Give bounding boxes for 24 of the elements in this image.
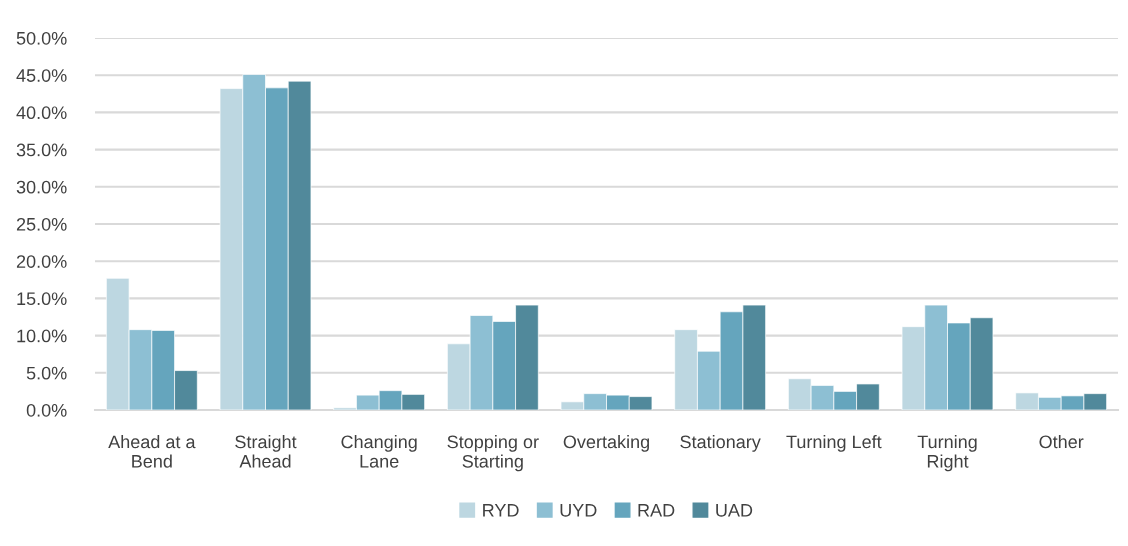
x-tick-label: Straight Ahead xyxy=(235,435,297,468)
legend-label: RYD xyxy=(483,504,519,517)
x-tick-label: Changing Lane xyxy=(341,435,417,468)
y-tick-label: 45.0% xyxy=(16,69,67,82)
legend-label: UAD xyxy=(716,504,753,517)
x-tick-label: Turning Left xyxy=(786,435,882,452)
legend-label: RAD xyxy=(638,504,675,517)
y-tick-label: 35.0% xyxy=(16,143,67,157)
y-tick-label: 30.0% xyxy=(16,180,67,194)
x-tick-label: Ahead at a Bend xyxy=(108,435,196,468)
x-tick-label: Stopping or Starting xyxy=(447,435,539,472)
x-tick-label: Stationary xyxy=(680,435,761,452)
y-tick-label: 50.0% xyxy=(16,31,67,45)
legend-label: UYD xyxy=(560,504,597,517)
y-tick-label: 20.0% xyxy=(16,255,67,268)
y-tick-label: 15.0% xyxy=(17,292,67,306)
x-tick-label: Turning Right xyxy=(917,435,977,472)
x-tick-label: Overtaking xyxy=(563,435,649,452)
y-tick-label: 40.0% xyxy=(16,106,67,120)
y-tick-label: 0.0% xyxy=(26,403,67,417)
x-tick-label: Other xyxy=(1039,435,1084,449)
y-tick-label: 5.0% xyxy=(26,366,67,380)
y-tick-label: 25.0% xyxy=(16,217,67,231)
y-tick-label: 10.0% xyxy=(17,329,67,343)
